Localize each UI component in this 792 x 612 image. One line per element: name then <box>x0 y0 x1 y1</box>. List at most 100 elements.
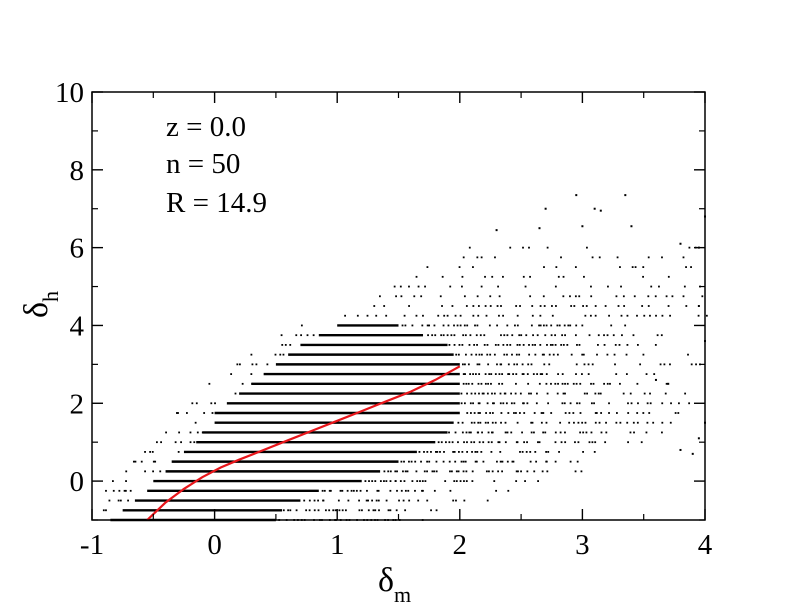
scatter-point <box>457 353 460 356</box>
scatter-point <box>473 344 476 346</box>
scatter-point <box>144 451 146 453</box>
scatter-point <box>408 499 411 502</box>
scatter-point <box>453 344 456 346</box>
scatter-point <box>506 431 509 434</box>
scatter-point <box>478 441 481 444</box>
fit-line <box>146 365 461 521</box>
scatter-point <box>556 392 559 395</box>
scatter-point <box>564 392 566 395</box>
scatter-point <box>509 344 512 346</box>
scatter-point <box>159 470 162 473</box>
scatter-point <box>144 470 146 473</box>
scatter-point <box>448 441 451 444</box>
scatter-point <box>554 334 557 337</box>
scatter-point <box>541 353 544 356</box>
scatter-point <box>632 421 635 424</box>
scatter-point <box>526 470 529 473</box>
scatter-point <box>404 470 407 473</box>
y-axis-subscript: h <box>38 291 63 302</box>
scatter-point <box>399 480 402 482</box>
scatter-point <box>431 470 434 473</box>
scatter-point <box>579 412 582 414</box>
scatter-point <box>376 489 379 492</box>
scatter-point <box>453 480 456 482</box>
scatter-point <box>415 314 418 317</box>
scatter-point <box>189 431 192 434</box>
scatter-point <box>358 509 361 512</box>
scatter-point <box>480 256 483 259</box>
scatter-point <box>395 509 398 512</box>
scatter-point <box>669 314 671 317</box>
scatter-point <box>165 431 167 434</box>
scatter-point <box>588 441 591 444</box>
scatter-point <box>504 421 507 424</box>
scatter-point <box>119 499 122 502</box>
scatter-point <box>529 275 531 278</box>
scatter-point <box>459 480 462 482</box>
scatter-point <box>367 509 370 512</box>
scatter-point <box>600 431 603 434</box>
scatter-point <box>520 334 523 337</box>
scatter-point <box>579 382 582 385</box>
scatter-point <box>582 451 584 453</box>
scatter-point <box>339 489 342 492</box>
scatter-point <box>646 421 649 424</box>
scatter-point <box>430 451 432 453</box>
scatter-point <box>558 451 560 453</box>
scatter-point <box>471 480 474 482</box>
scatter-point <box>591 441 594 444</box>
scatter-point <box>462 460 465 463</box>
scatter-point <box>300 324 303 327</box>
scatter-point <box>410 460 413 463</box>
scatter-point <box>655 314 657 317</box>
scatter-point <box>543 305 546 307</box>
scatter-point <box>507 363 510 366</box>
scatter-point <box>647 305 650 307</box>
scatter-point <box>626 314 629 317</box>
x-axis-title: δm <box>378 562 411 607</box>
scatter-point <box>180 441 182 444</box>
scatter-point <box>561 402 564 405</box>
scatter-points <box>102 194 708 522</box>
scatter-point <box>417 285 420 288</box>
scatter-point <box>421 480 424 482</box>
scatter-point <box>287 509 290 512</box>
scatter-point <box>594 412 597 414</box>
scatter-point <box>328 489 331 492</box>
scatter-point <box>478 392 480 395</box>
scatter-point <box>661 256 663 259</box>
scatter-point <box>701 295 704 298</box>
scatter-point <box>596 353 598 356</box>
scatter-point <box>442 334 445 337</box>
scatter-point <box>550 382 552 385</box>
scatter-point <box>470 412 472 414</box>
scatter-point <box>411 480 414 482</box>
scatter-point <box>537 441 539 444</box>
scatter-point <box>477 305 480 307</box>
scatter-point <box>105 489 107 492</box>
scatter-point <box>532 373 535 375</box>
scatter-point <box>379 295 381 298</box>
scatter-point <box>358 499 360 502</box>
scatter-point <box>654 295 657 298</box>
scatter-point <box>305 509 308 512</box>
scatter-point <box>361 509 363 512</box>
scatter-point <box>490 382 492 385</box>
scatter-point <box>195 402 198 405</box>
scatter-point <box>562 295 565 298</box>
scatter-point <box>521 363 524 366</box>
scatter-point <box>435 460 438 463</box>
scatter-point <box>123 489 126 492</box>
scatter-point <box>210 402 213 405</box>
scatter-point <box>509 246 512 249</box>
scatter-point <box>498 382 500 385</box>
scatter-point <box>154 460 157 463</box>
scatter-point <box>444 480 447 482</box>
scatter-point <box>597 334 600 337</box>
scatter-point <box>486 344 489 346</box>
scatter-point <box>678 402 680 405</box>
scatter-point <box>491 392 493 395</box>
scatter-point <box>504 441 507 444</box>
x-tick-label: 3 <box>575 529 590 561</box>
scatter-point <box>413 295 416 298</box>
